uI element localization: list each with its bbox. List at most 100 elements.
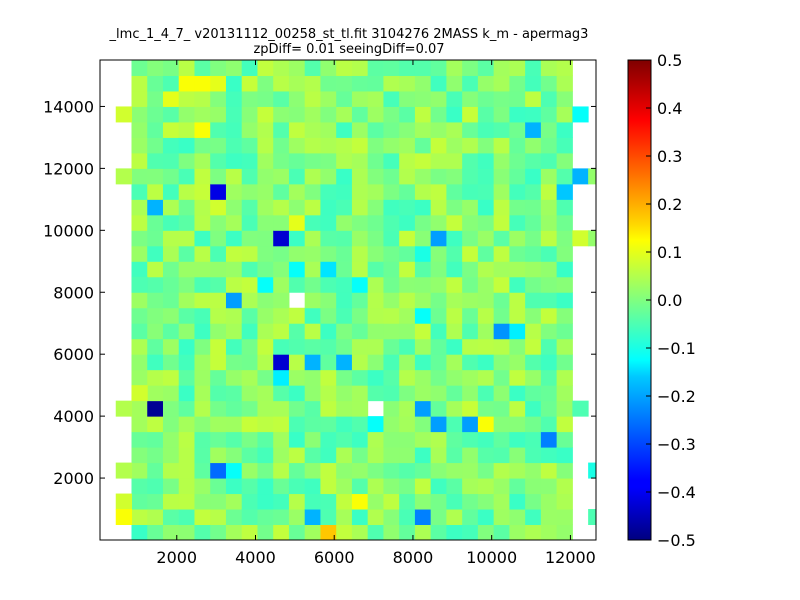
heatmap-cell	[225, 152, 243, 169]
heatmap-cell	[288, 385, 306, 402]
heatmap-cell	[493, 431, 510, 448]
heatmap-cell	[320, 121, 337, 138]
heatmap-cell	[288, 230, 306, 247]
heatmap-cell	[257, 75, 274, 92]
heatmap-cell	[556, 245, 573, 262]
heatmap-cell	[383, 292, 400, 309]
heatmap-cell	[178, 75, 195, 92]
plot-frame	[99, 59, 597, 541]
heatmap-cell	[225, 199, 243, 216]
heatmap-cell	[304, 400, 321, 417]
heatmap-cell	[493, 354, 510, 371]
heatmap-cell	[430, 152, 447, 169]
heatmap-cell	[509, 75, 526, 92]
heatmap-cell	[241, 106, 258, 123]
heatmap-cell	[304, 60, 321, 76]
heatmap-cell	[414, 493, 432, 510]
y-tick-label: 10000	[43, 221, 94, 240]
heatmap-cell	[210, 152, 227, 169]
heatmap-cell	[367, 230, 384, 247]
heatmap-cell	[273, 75, 290, 92]
heatmap-cell	[540, 478, 558, 495]
heatmap-cell	[178, 60, 195, 76]
heatmap-cell	[241, 524, 258, 541]
heatmap-cell	[383, 385, 400, 402]
heatmap-cell	[414, 462, 432, 479]
heatmap-cell	[257, 447, 274, 464]
heatmap-cell	[462, 137, 479, 154]
heatmap-cell	[225, 509, 243, 526]
heatmap-cell	[556, 447, 573, 464]
heatmap-cell	[336, 416, 353, 433]
heatmap-cell	[147, 75, 164, 92]
heatmap-cell	[304, 338, 321, 355]
heatmap-cell	[241, 276, 258, 293]
heatmap-cell	[320, 261, 337, 278]
heatmap-cell	[147, 462, 164, 479]
x-tick-label: 2000	[156, 548, 197, 567]
heatmap-cell	[115, 106, 132, 123]
heatmap-cell	[257, 354, 274, 371]
heatmap-cell	[225, 338, 243, 355]
heatmap-cell	[320, 90, 337, 107]
heatmap-cell	[383, 60, 400, 76]
heatmap-cell	[162, 106, 180, 123]
heatmap-cell	[414, 400, 432, 417]
heatmap-cell	[477, 199, 495, 216]
heatmap-cell	[383, 261, 400, 278]
heatmap-cell	[509, 447, 526, 464]
heatmap-cell	[336, 462, 353, 479]
heatmap-cell	[257, 137, 274, 154]
heatmap-cell	[210, 323, 227, 340]
heatmap-cell	[540, 60, 558, 76]
heatmap-cell	[304, 292, 321, 309]
heatmap-cell	[162, 385, 180, 402]
heatmap-cell	[399, 168, 416, 185]
x-axis: 2000 4000 6000 8000 10000 12000	[156, 60, 596, 567]
chart-title-line2: zpDiff= 0.01 seeingDiff=0.07	[253, 42, 444, 57]
heatmap-cell	[414, 323, 432, 340]
heatmap-cell	[257, 493, 274, 510]
heatmap-cell	[477, 168, 495, 185]
heatmap-cell	[225, 447, 243, 464]
heatmap-cell	[194, 338, 211, 355]
heatmap-cell	[446, 400, 463, 417]
heatmap-cell	[178, 431, 195, 448]
heatmap-cell	[304, 183, 321, 200]
heatmap-cell	[351, 462, 369, 479]
heatmap-cell	[304, 137, 321, 154]
x-tick-label: 4000	[235, 548, 276, 567]
heatmap-cell	[210, 75, 227, 92]
heatmap-cell	[304, 369, 321, 386]
colorbar-tick-label: 0.3	[657, 147, 682, 166]
heatmap-cell	[430, 168, 447, 185]
heatmap-cell	[210, 509, 227, 526]
heatmap-cell	[210, 400, 227, 417]
heatmap-cell	[399, 245, 416, 262]
heatmap-cell	[241, 121, 258, 138]
heatmap-cell	[556, 385, 573, 402]
heatmap-cell	[556, 60, 573, 76]
heatmap-cell	[241, 431, 258, 448]
heatmap-cell	[477, 400, 495, 417]
heatmap-cell	[383, 493, 400, 510]
heatmap-cell	[414, 90, 432, 107]
heatmap-cell	[383, 214, 400, 231]
heatmap-cell	[477, 152, 495, 169]
heatmap-cell	[131, 338, 148, 355]
heatmap-cell	[194, 323, 211, 340]
heatmap-cell	[430, 90, 447, 107]
heatmap-cell	[446, 199, 463, 216]
heatmap-cell	[162, 214, 180, 231]
heatmap-cell	[320, 509, 337, 526]
heatmap-cell	[320, 400, 337, 417]
colorbar-axis: −0.5 −0.4 −0.3 −0.2 −0.1 0.0 0.1 0.2 0.3 0.4 0.5	[646, 51, 696, 550]
heatmap-cell	[320, 431, 337, 448]
heatmap-cell	[304, 121, 321, 138]
heatmap-cell	[446, 292, 463, 309]
heatmap-cell	[210, 462, 227, 479]
heatmap-cell	[414, 245, 432, 262]
heatmap-cell	[241, 338, 258, 355]
y-axis: 2000 4000 6000 8000 10000 12000 14000	[43, 97, 596, 488]
heatmap-cell	[225, 292, 243, 309]
